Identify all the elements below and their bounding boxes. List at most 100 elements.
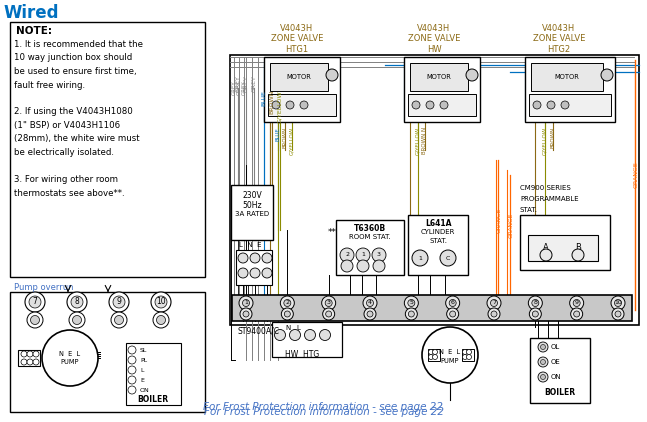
Text: (28mm), the white wire must: (28mm), the white wire must [14, 135, 140, 143]
Text: 1. It is recommended that the: 1. It is recommended that the [14, 40, 143, 49]
Bar [428, 349, 440, 361]
Text: GREY: GREY [243, 75, 248, 92]
Text: PUMP: PUMP [61, 359, 79, 365]
Text: OE: OE [551, 359, 561, 365]
Text: 50Hz: 50Hz [242, 201, 262, 210]
Bar [529, 94, 611, 116]
Text: A: A [543, 243, 549, 252]
Circle shape [529, 308, 542, 320]
Circle shape [250, 268, 260, 278]
Circle shape [262, 253, 272, 263]
Circle shape [408, 300, 415, 306]
Text: 3: 3 [327, 300, 331, 306]
Circle shape [33, 359, 39, 365]
Circle shape [289, 330, 300, 341]
Text: PL: PL [140, 357, 147, 362]
Circle shape [323, 308, 334, 320]
Text: 10 way junction box should: 10 way junction box should [14, 54, 132, 62]
Circle shape [305, 330, 316, 341]
Circle shape [412, 250, 428, 266]
Circle shape [262, 268, 272, 278]
Circle shape [532, 311, 538, 317]
Circle shape [128, 376, 136, 384]
Bar [231, 185, 273, 240]
Text: CYLINDER: CYLINDER [421, 229, 455, 235]
Circle shape [155, 296, 167, 308]
Text: V4043H
ZONE VALVE
HW: V4043H ZONE VALVE HW [408, 24, 460, 54]
Text: thermostats see above**.: thermostats see above**. [14, 189, 125, 197]
Circle shape [540, 249, 552, 261]
Circle shape [27, 312, 43, 328]
Circle shape [490, 300, 498, 306]
Text: 8: 8 [74, 298, 80, 306]
Circle shape [27, 359, 33, 365]
Circle shape [238, 268, 248, 278]
Circle shape [284, 311, 291, 317]
Circle shape [250, 253, 260, 263]
Bar [272, 322, 342, 357]
Circle shape [466, 354, 472, 360]
Bar [520, 215, 610, 270]
Bar [525, 57, 615, 122]
Bar [404, 57, 480, 122]
Circle shape [71, 296, 83, 308]
Circle shape [21, 351, 27, 357]
Circle shape [366, 300, 373, 306]
Circle shape [488, 308, 500, 320]
Circle shape [109, 292, 129, 312]
Circle shape [538, 357, 548, 367]
Text: 10: 10 [156, 298, 166, 306]
Text: V4043H
ZONE VALVE
HTG2: V4043H ZONE VALVE HTG2 [533, 24, 585, 54]
Circle shape [573, 300, 580, 306]
Bar [236, 250, 272, 285]
Circle shape [466, 69, 478, 81]
Circle shape [487, 296, 501, 310]
Circle shape [25, 292, 45, 312]
Circle shape [532, 300, 539, 306]
Circle shape [151, 292, 171, 312]
Bar [462, 349, 474, 361]
Circle shape [450, 311, 455, 317]
Circle shape [69, 312, 85, 328]
Circle shape [373, 260, 385, 272]
Text: be used to ensure first time,: be used to ensure first time, [14, 67, 137, 76]
Bar [18, 350, 40, 366]
Circle shape [463, 349, 468, 354]
Text: HW  HTG: HW HTG [285, 350, 319, 359]
Circle shape [357, 260, 369, 272]
Text: ORANGE: ORANGE [633, 162, 639, 188]
Text: 9: 9 [116, 298, 122, 306]
Bar [268, 94, 336, 116]
Text: 7: 7 [492, 300, 496, 306]
Bar [232, 295, 632, 321]
Text: ORANGE: ORANGE [496, 207, 501, 233]
Text: (1" BSP) or V4043H1106: (1" BSP) or V4043H1106 [14, 121, 120, 130]
Circle shape [286, 101, 294, 109]
Circle shape [404, 296, 419, 310]
Text: STAT.: STAT. [429, 238, 447, 244]
Circle shape [67, 292, 87, 312]
Circle shape [408, 311, 414, 317]
Circle shape [405, 308, 417, 320]
Text: For Frost Protection information - see page 22: For Frost Protection information - see p… [204, 407, 443, 417]
Circle shape [538, 342, 548, 352]
Circle shape [42, 330, 98, 386]
Text: CM900 SERIES: CM900 SERIES [520, 185, 571, 191]
Circle shape [33, 351, 39, 357]
Text: 3A RATED: 3A RATED [235, 211, 269, 217]
Text: 9: 9 [575, 300, 578, 306]
Text: L: L [296, 325, 300, 331]
Text: 2: 2 [345, 252, 349, 257]
Circle shape [612, 308, 624, 320]
Text: GREY: GREY [237, 80, 241, 95]
Circle shape [491, 311, 497, 317]
Bar [528, 235, 598, 261]
Text: OL: OL [551, 344, 560, 350]
Text: BOILER: BOILER [544, 388, 576, 397]
Circle shape [432, 354, 437, 360]
Text: ROOM STAT.: ROOM STAT. [349, 234, 391, 240]
Circle shape [128, 346, 136, 354]
Circle shape [432, 349, 437, 354]
Circle shape [540, 360, 545, 365]
Bar [10, 292, 205, 412]
